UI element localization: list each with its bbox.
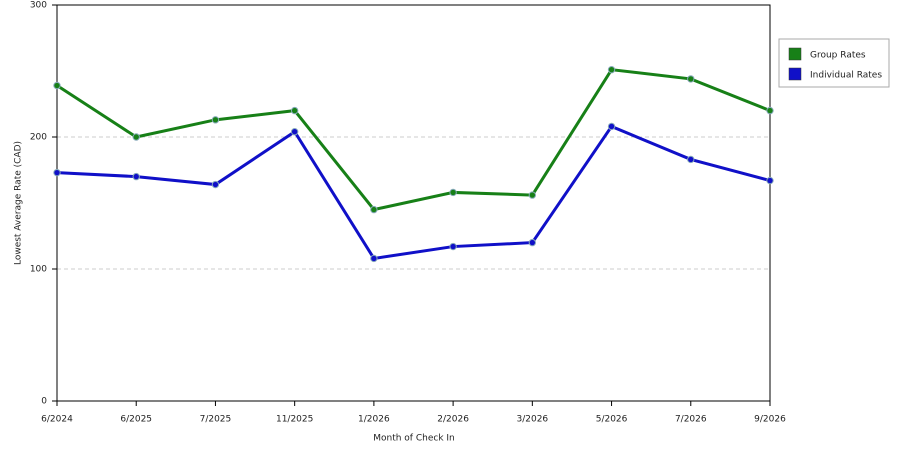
data-point: [449, 188, 457, 197]
data-point: [290, 128, 299, 136]
x-tick-label: 5/2026: [596, 415, 628, 425]
data-point: [766, 106, 774, 115]
y-tick-label: 0: [41, 397, 47, 407]
x-tick-label: 7/2026: [675, 415, 707, 425]
data-point: [211, 116, 220, 124]
x-tick-label: 1/2026: [358, 415, 390, 425]
x-tick-label: 6/2024: [41, 415, 73, 425]
x-tick-label: 6/2025: [120, 415, 152, 425]
y-axis-label: Lowest Average Rate (CAD): [14, 141, 24, 265]
data-point: [528, 191, 537, 199]
legend-swatch: [788, 47, 802, 61]
data-point: [290, 106, 299, 115]
data-point: [766, 176, 774, 185]
data-point: [687, 75, 695, 83]
data-point: [211, 180, 220, 189]
data-point: [53, 81, 61, 90]
data-point: [607, 122, 616, 131]
x-tick-label: 3/2026: [516, 415, 548, 425]
x-tick-label: 2/2026: [437, 415, 469, 425]
x-tick-label: 9/2026: [754, 415, 786, 425]
series-line: [56, 124, 771, 261]
legend-swatch: [788, 67, 802, 81]
data-point: [687, 155, 695, 164]
data-point: [53, 168, 61, 177]
series-line: [56, 68, 771, 212]
x-tick-label: 7/2025: [200, 415, 232, 425]
legend-label: Group Rates: [810, 51, 866, 61]
data-point: [370, 205, 378, 214]
data-point: [132, 133, 140, 141]
x-axis-label: Month of Check In: [373, 434, 455, 444]
data-point: [132, 172, 140, 181]
x-tick-label: 11/2025: [276, 415, 313, 425]
legend-label: Individual Rates: [810, 71, 882, 81]
data-point: [607, 65, 616, 74]
plot-frame: [56, 4, 771, 402]
y-tick-label: 200: [30, 133, 47, 143]
y-tick-label: 100: [30, 265, 47, 275]
data-point: [528, 238, 537, 247]
y-tick-label: 300: [30, 1, 47, 11]
data-point: [370, 254, 378, 263]
data-point: [449, 242, 457, 251]
